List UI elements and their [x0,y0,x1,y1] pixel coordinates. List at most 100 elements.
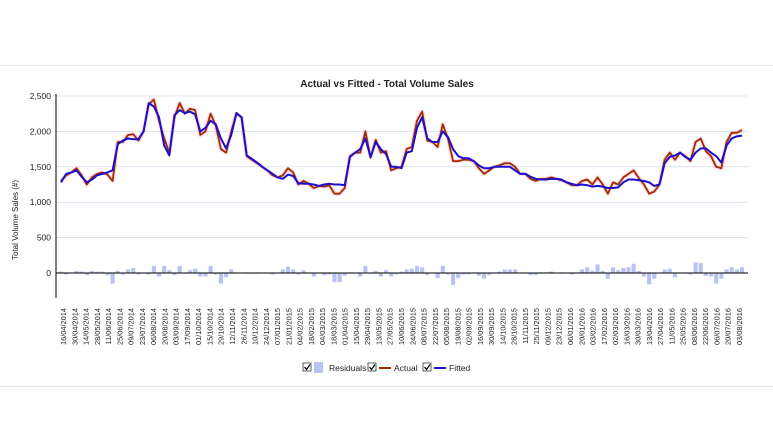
legend-item-fitted[interactable]: Fitted [422,362,471,373]
x-tick-label: 16/03/2016 [622,308,631,345]
x-tick-label: 25/11/2015 [532,308,541,344]
legend-swatch [314,362,323,373]
x-tick-label: 14/05/2014 [82,308,91,345]
x-tick-label: 29/10/2014 [217,308,226,345]
x-tick-label: 22/06/2016 [701,308,710,345]
residual-bar [136,273,141,275]
checkmark-icon [304,364,311,371]
x-tick-label: 13/04/2016 [645,308,654,345]
y-tick-labels: 0 500 1,000 1,500 2,000 2,500 [30,91,52,278]
x-tick-label: 19/08/2015 [453,308,462,345]
x-tick-label: 29/04/2015 [363,308,372,345]
residual-bar [151,265,156,273]
x-tick-label: 06/08/2014 [149,308,158,345]
x-tick-label: 12/11/2014 [228,308,237,344]
x-tick-label: 24/06/2015 [408,308,417,345]
legend-checkbox[interactable] [367,362,377,372]
residual-bar [332,273,337,283]
residual-bar [311,273,316,277]
residual-bar [641,273,647,277]
residual-bar [703,273,708,276]
x-tick-label: 16/04/2014 [59,308,68,345]
residual-bar [409,268,414,273]
y-tick-label: 1,500 [30,162,52,172]
x-tick-label: 16/09/2015 [476,308,485,345]
legend-label: Residuals [329,363,366,373]
x-tick-label: 18/02/2015 [307,308,316,345]
residual-bar [213,273,218,275]
checkmark-icon [369,364,376,371]
legend-checkbox[interactable] [302,362,312,372]
x-tick-label: 26/11/2014 [239,308,248,344]
residual-bar [146,273,151,275]
x-tick-label: 04/02/2015 [296,308,305,345]
x-tick-label: 17/02/2016 [600,308,609,345]
x-tick-label: 10/12/2014 [251,308,260,345]
x-tick-label: 18/03/2015 [329,308,338,345]
x-tick-label: 03/09/2014 [172,308,181,345]
fitted-line [60,102,743,190]
x-tick-label: 01/10/2014 [194,308,203,345]
residual-bar [497,271,502,273]
legend-item-residuals[interactable]: Residuals [302,362,366,373]
residual-bar [724,269,729,273]
residual-bars [58,262,745,286]
residual-bar [363,265,368,273]
x-tick-label: 13/05/2015 [375,308,384,345]
residual-bar [229,269,234,273]
legend-item-actual[interactable]: Actual [367,362,418,373]
residual-bar [208,265,213,273]
residual-bar [280,269,285,273]
x-tick-label: 10/06/2015 [397,308,406,345]
x-tick-label: 02/09/2015 [465,308,474,345]
x-tick-label: 20/01/2016 [577,308,586,345]
legend-label: Fitted [449,363,471,373]
residual-bar [296,273,301,275]
residual-bar [100,271,105,273]
x-tick-label: 11/11/2015 [521,308,530,344]
residual-bar [616,270,621,273]
residual-bar [667,268,672,273]
x-tick-label: 11/05/2016 [667,308,676,344]
residual-bar [595,264,600,273]
x-tick-label: 25/06/2014 [115,308,124,345]
x-tick-label: 03/08/2016 [735,308,744,345]
residual-bar [590,270,595,273]
x-tick-label: 14/10/2015 [498,308,507,345]
y-tick-label: 2,000 [30,126,52,136]
residual-bar [621,268,626,273]
residual-bar [425,273,430,276]
residual-bar [337,273,342,283]
residual-bar [714,273,719,284]
residual-bar [708,273,714,277]
x-tick-label: 23/12/2015 [555,308,564,345]
x-tick-label: 07/01/2015 [273,308,282,345]
residual-bar [399,271,404,273]
residual-bar [79,271,84,273]
x-tick-label: 30/03/2016 [634,308,643,345]
residual-bar [734,269,739,273]
residual-bar [652,273,657,279]
residual-bar [420,267,425,273]
residual-bar [172,273,177,276]
residual-bar [688,273,693,275]
residual-bar [636,270,641,273]
chart-title: Actual vs Fitted - Total Volume Sales [300,79,474,90]
x-tick-label: 20/08/2014 [160,308,169,345]
x-tick-label: 24/12/2014 [262,308,271,345]
residual-bar [549,271,554,273]
x-tick-label: 05/08/2015 [442,308,451,345]
y-tick-label: 0 [46,268,51,278]
x-tick-label: 01/04/2015 [341,308,350,345]
residual-bar [115,270,120,273]
residual-bar [167,270,172,273]
legend-checkbox[interactable] [422,362,432,372]
x-tick-label: 15/10/2014 [206,308,215,345]
residual-bar [569,273,574,275]
residual-bar [394,273,399,275]
y-tick-label: 500 [37,233,51,243]
x-tick-label: 22/07/2015 [431,308,440,345]
x-tick-label: 27/04/2016 [656,308,665,345]
legend-label: Actual [394,363,418,373]
